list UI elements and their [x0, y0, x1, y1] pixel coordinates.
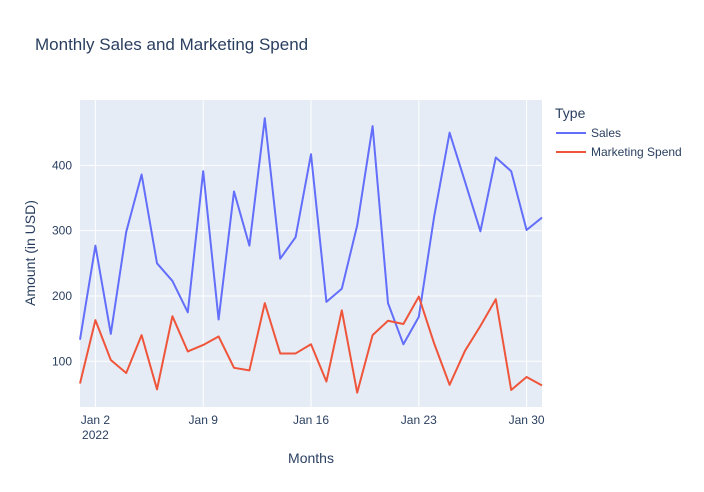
legend-title: Type: [555, 105, 586, 121]
x-tick-label: Jan 23: [401, 413, 437, 427]
legend-label: Marketing Spend: [591, 145, 682, 159]
series-line-marketing-spend: [79, 295, 543, 394]
y-tick-label: 200: [52, 289, 72, 303]
x-axis-title: Months: [288, 450, 334, 466]
x-tick-label: Jan 2: [81, 413, 111, 427]
x-tick-label: Jan 30: [509, 413, 545, 427]
legend-item-sales[interactable]: Sales: [556, 126, 621, 140]
grid-layer: [80, 100, 542, 407]
y-tick-label: 400: [52, 158, 72, 172]
legend-label: Sales: [591, 126, 621, 140]
x-tick-label: Jan 9: [189, 413, 219, 427]
y-tick-label: 100: [52, 354, 72, 368]
x-tick-sublabel: 2022: [82, 428, 109, 442]
series-layer: [79, 117, 543, 394]
y-tick-label: 300: [52, 224, 72, 238]
legend[interactable]: Type Sales Marketing Spend: [555, 105, 682, 159]
x-tick-label: Jan 16: [293, 413, 329, 427]
y-axis-title: Amount (in USD): [22, 200, 38, 306]
legend-item-marketing-spend[interactable]: Marketing Spend: [556, 145, 682, 159]
chart-title: Monthly Sales and Marketing Spend: [35, 35, 308, 54]
series-line-sales: [79, 117, 543, 346]
